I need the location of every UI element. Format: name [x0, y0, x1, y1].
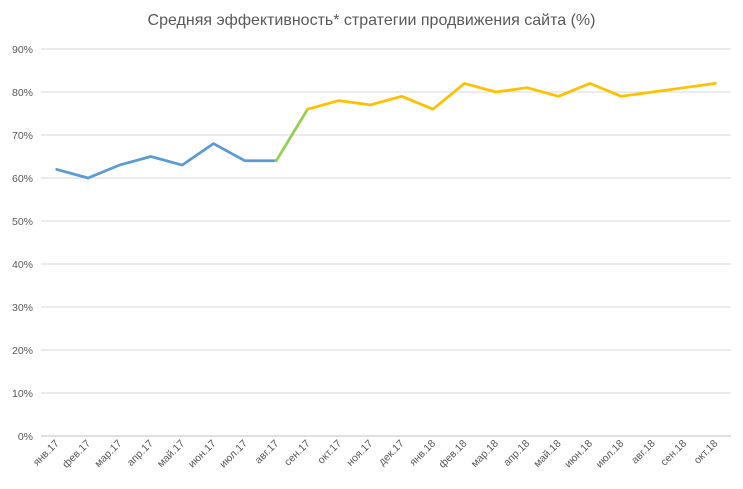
data-point — [494, 90, 498, 94]
data-point — [306, 107, 310, 111]
x-tick-label: апр.18 — [501, 438, 532, 469]
series-line-segment-2 — [274, 107, 309, 163]
gridlines — [41, 48, 731, 437]
x-tick-label: сен.18 — [658, 438, 689, 469]
x-tick-label: окт.17 — [315, 438, 344, 467]
data-point — [557, 94, 561, 98]
data-point — [243, 159, 247, 163]
x-tick-label: апр.17 — [125, 438, 156, 469]
x-tick-label: фев.17 — [60, 438, 93, 471]
x-tick-label: фев.18 — [437, 438, 470, 471]
series-line-segment-3 — [306, 82, 717, 111]
x-tick-label: авг.18 — [629, 438, 658, 467]
y-tick-label: 0% — [18, 431, 33, 443]
x-tick-label: июн.17 — [186, 438, 219, 471]
data-point — [274, 159, 278, 163]
data-point — [682, 86, 686, 90]
x-tick-label: авг.17 — [253, 438, 282, 467]
data-point — [86, 176, 90, 180]
y-tick-label: 80% — [12, 87, 33, 99]
series-line-segment-1 — [55, 142, 278, 180]
y-axis-ticks: 0% 10% 20% 30% 40% 50% 60% 70% 80% 90% — [12, 44, 33, 443]
data-point — [651, 90, 655, 94]
data-point — [588, 81, 592, 85]
x-tick-label: мар.17 — [92, 438, 124, 470]
chart-title: Средняя эффективность* стратегии продвиж… — [147, 12, 596, 29]
x-tick-label: май.18 — [531, 438, 563, 470]
data-point — [117, 163, 121, 167]
x-tick-label: мар.18 — [469, 438, 501, 470]
y-tick-label: 30% — [12, 302, 33, 314]
series-lines — [55, 81, 717, 180]
y-tick-label: 90% — [12, 44, 33, 56]
y-tick-label: 20% — [12, 345, 33, 357]
x-tick-label: сен.17 — [282, 438, 313, 469]
x-tick-label: ноя.17 — [344, 438, 375, 469]
data-point — [462, 81, 466, 85]
data-point — [337, 99, 341, 103]
y-tick-label: 50% — [12, 216, 33, 228]
data-point — [619, 94, 623, 98]
x-tick-label: янв.17 — [31, 438, 62, 469]
data-point — [400, 94, 404, 98]
data-point — [149, 155, 153, 159]
data-point — [55, 167, 59, 171]
data-point — [212, 142, 216, 146]
x-tick-label: дек.17 — [376, 438, 407, 469]
x-tick-label: июл.17 — [217, 438, 250, 471]
x-tick-label: янв.18 — [407, 438, 438, 469]
y-tick-label: 10% — [12, 388, 33, 400]
x-tick-label: окт.18 — [692, 438, 721, 467]
x-tick-label: июл.18 — [594, 438, 627, 471]
x-tick-label: июн.18 — [562, 438, 595, 471]
data-point — [368, 103, 372, 107]
y-tick-label: 60% — [12, 173, 33, 185]
data-point — [713, 81, 717, 85]
y-tick-label: 40% — [12, 259, 33, 271]
data-point — [525, 86, 529, 90]
data-point — [431, 107, 435, 111]
data-point — [180, 163, 184, 167]
y-tick-label: 70% — [12, 130, 33, 142]
x-tick-label: май.17 — [155, 438, 187, 470]
